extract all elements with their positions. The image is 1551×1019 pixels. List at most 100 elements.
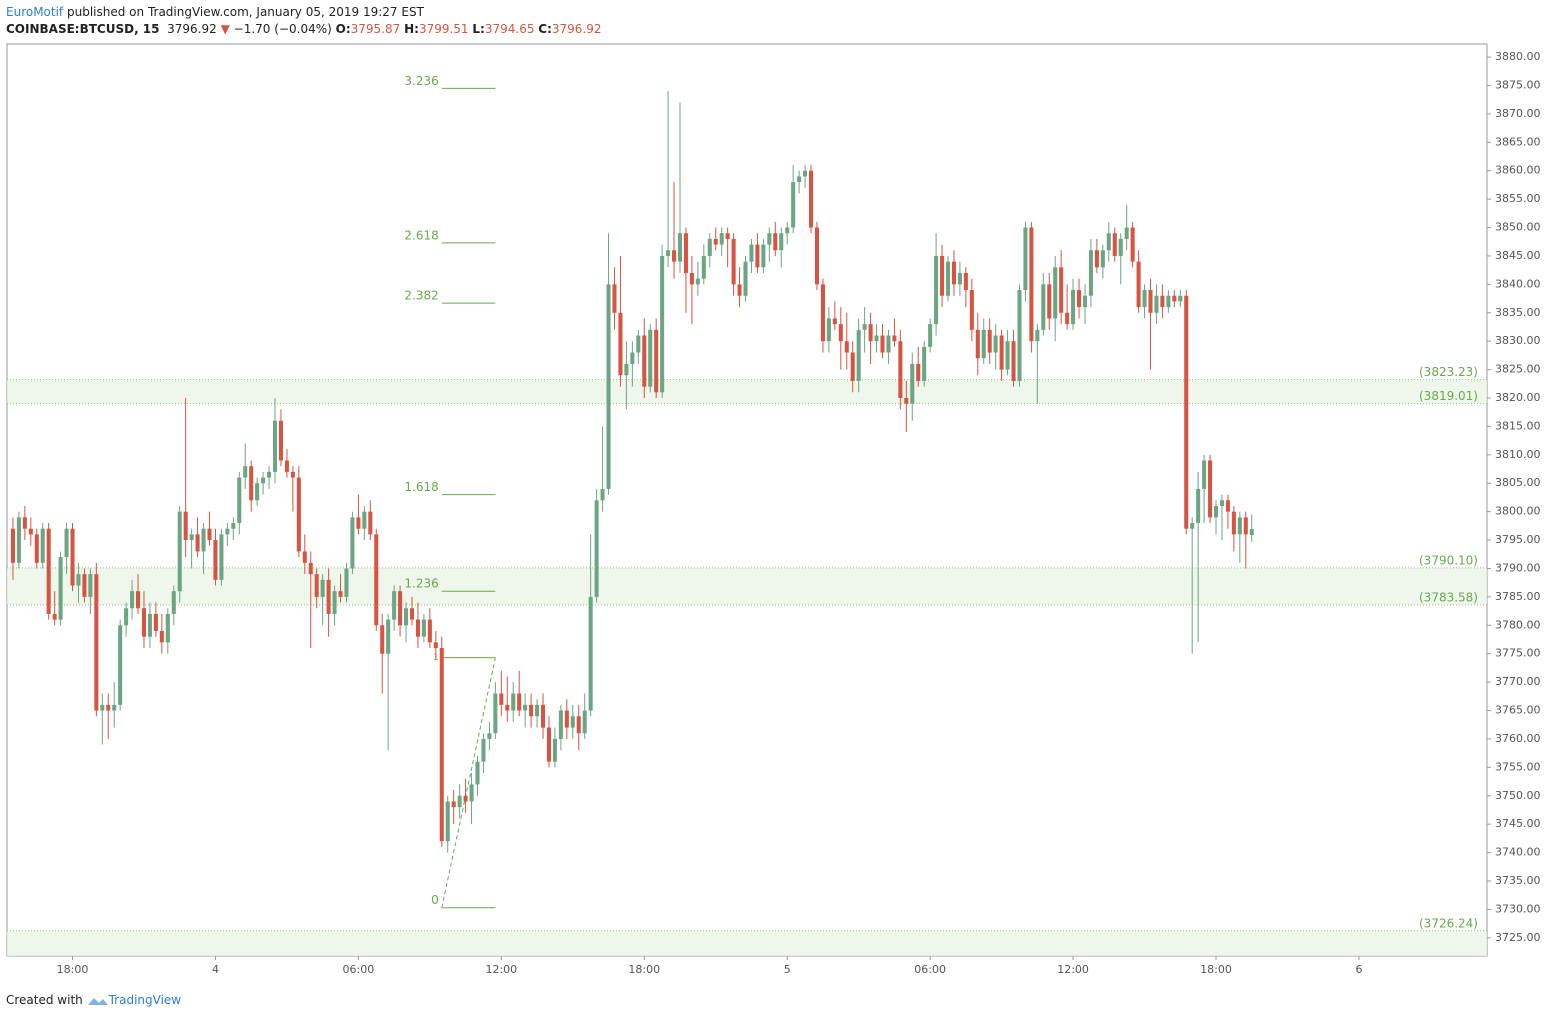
candle-body: [415, 619, 420, 637]
candle-body: [904, 398, 909, 404]
candle-body: [1047, 284, 1052, 319]
candle-body: [683, 233, 688, 273]
candle-body: [1071, 290, 1076, 325]
zone-label: (3823.23): [1419, 365, 1478, 379]
candle-body: [1088, 250, 1093, 296]
candle-body: [249, 466, 254, 501]
candle-body: [40, 528, 45, 563]
candle-body: [1202, 460, 1207, 489]
candle-body: [451, 801, 456, 808]
candle-body: [46, 528, 51, 614]
fib-label: 1.236: [404, 577, 438, 591]
candle-body: [1166, 295, 1171, 308]
o-value: 3795.87: [350, 22, 401, 36]
candle-body: [439, 648, 444, 842]
candle-body: [445, 801, 450, 842]
fib-label: 2.382: [404, 289, 438, 303]
candle-body: [517, 693, 522, 711]
candle-body: [868, 324, 873, 342]
x-tick-label: 18:00: [1200, 963, 1232, 976]
y-tick-label: 3855.00: [1495, 192, 1541, 205]
candle-body: [838, 324, 843, 342]
candle-body: [278, 420, 283, 461]
y-tick-label: 3750.00: [1495, 789, 1541, 802]
candle-body: [916, 363, 921, 381]
zone: [7, 379, 1487, 404]
candle-body: [844, 341, 849, 353]
y-tick-label: 3775.00: [1495, 647, 1541, 660]
candle-body: [707, 238, 712, 256]
candle-body: [922, 346, 927, 381]
candle-body: [356, 517, 361, 529]
candle-body: [106, 704, 111, 711]
candle-body: [380, 625, 385, 654]
candle-body: [350, 517, 355, 569]
author[interactable]: EuroMotif: [6, 5, 64, 19]
candle-body: [749, 244, 754, 262]
candle-body: [386, 619, 391, 654]
y-tick-label: 3755.00: [1495, 760, 1541, 773]
y-tick-label: 3730.00: [1495, 902, 1541, 915]
candle-body: [874, 335, 879, 342]
candle-body: [826, 318, 831, 342]
candle-body: [940, 255, 945, 296]
candle-body: [993, 335, 998, 353]
candle-body: [540, 704, 546, 728]
candle-body: [820, 284, 825, 342]
candle-body: [338, 591, 343, 597]
candle-body: [189, 534, 194, 541]
o-label: O:: [335, 22, 351, 36]
candle-body: [737, 284, 742, 296]
y-tick-label: 3800.00: [1495, 505, 1541, 518]
candle-body: [1118, 238, 1123, 256]
y-tick-label: 3825.00: [1495, 363, 1541, 376]
candle-body: [630, 352, 635, 364]
candle-body: [463, 795, 468, 802]
y-tick-label: 3810.00: [1495, 448, 1541, 461]
candle-body: [130, 591, 135, 609]
candle-body: [296, 477, 301, 552]
candle-body: [1041, 284, 1046, 330]
candle-body: [582, 710, 587, 734]
candle-body: [1005, 341, 1010, 370]
zone: [7, 567, 1487, 605]
candle-body: [808, 170, 814, 228]
x-tick-label: 06:00: [343, 963, 375, 976]
symbol: COINBASE:BTCUSD, 15: [6, 22, 160, 36]
symbol-line: COINBASE:BTCUSD, 15 3796.92 ▼ −1.70 (−0.…: [6, 21, 602, 38]
candle-body: [666, 250, 671, 256]
brand[interactable]: TradingView: [108, 993, 182, 1007]
candle-body: [892, 335, 897, 342]
candle-body: [797, 176, 802, 183]
candle-body: [832, 318, 837, 325]
candle-body: [1196, 488, 1201, 524]
y-tick-label: 3875.00: [1495, 78, 1541, 91]
x-tick-label: 12:00: [1057, 963, 1089, 976]
candle-body: [344, 568, 349, 597]
candle-body: [910, 363, 915, 404]
candle-body: [124, 608, 129, 626]
footer: Created with TradingView: [6, 993, 181, 1007]
candle-body: [1029, 227, 1034, 342]
candle-body: [290, 471, 295, 478]
candle-body: [1231, 511, 1236, 535]
candle-body: [1178, 295, 1183, 302]
candle-body: [552, 738, 557, 762]
candle-body: [272, 420, 278, 472]
candle-body: [767, 233, 772, 245]
candle-body: [594, 500, 599, 597]
candle-body: [165, 613, 170, 643]
y-tick-label: 3845.00: [1495, 249, 1541, 262]
candle-body: [1124, 227, 1129, 239]
y-tick-label: 3840.00: [1495, 277, 1541, 290]
candle-body: [677, 233, 683, 262]
candle-body: [118, 625, 123, 705]
candle-body: [1225, 500, 1230, 512]
candle-body: [225, 528, 230, 535]
candle-body: [1136, 261, 1141, 308]
candle-body: [695, 278, 700, 285]
candle-body: [237, 477, 242, 524]
candle-body: [535, 704, 540, 717]
candle-body: [392, 591, 397, 620]
